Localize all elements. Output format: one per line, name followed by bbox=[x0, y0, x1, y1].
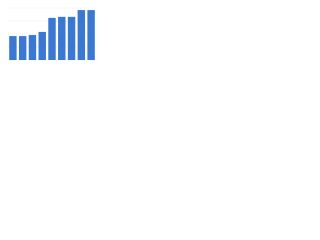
bar bbox=[28, 35, 37, 60]
bar bbox=[38, 31, 46, 60]
bar bbox=[48, 17, 56, 61]
bar bbox=[67, 16, 76, 60]
bar bbox=[9, 36, 17, 60]
bar bbox=[77, 10, 86, 60]
bar bbox=[87, 10, 95, 60]
bar bbox=[18, 36, 27, 60]
bar bbox=[58, 16, 66, 60]
page: (() => { const data = JSON.parse(documen… bbox=[0, 0, 320, 71]
chart bbox=[8, 7, 96, 61]
